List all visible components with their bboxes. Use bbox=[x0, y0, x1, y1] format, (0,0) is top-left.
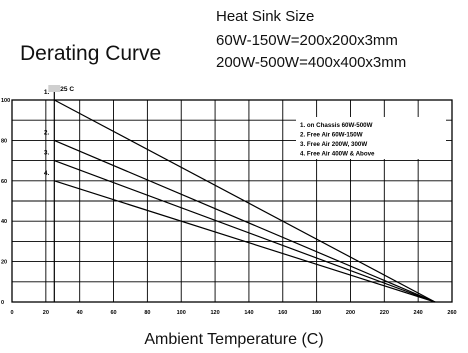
x-tick-label: 260 bbox=[447, 310, 456, 316]
x-tick-label: 100 bbox=[177, 310, 186, 316]
legend-entry-1: 1. on Chassis 60W-500W bbox=[300, 122, 373, 129]
series-line-4 bbox=[54, 180, 436, 303]
series-marker-2: 2. bbox=[44, 129, 50, 136]
x-tick-label: 240 bbox=[414, 310, 423, 316]
x-tick-label: 180 bbox=[312, 310, 321, 316]
legend-box bbox=[296, 117, 446, 159]
y-tick-labels: 0 20 40 60 80 100 bbox=[1, 98, 10, 306]
x-tick-label: 220 bbox=[380, 310, 389, 316]
y-tick-label: 40 bbox=[1, 219, 7, 225]
heat-sink-spec-2: 200W-500W=400x400x3mm bbox=[216, 54, 407, 71]
series-line-1 bbox=[54, 99, 436, 303]
legend-entry-4: 4. Free Air 400W & Above bbox=[300, 151, 375, 158]
reference-label: 25 C bbox=[60, 86, 74, 93]
x-tick-label: 60 bbox=[110, 310, 116, 316]
y-tick-label: 100 bbox=[1, 98, 10, 104]
series-group: 1. 2. 3. 4. bbox=[44, 89, 436, 303]
chart-title: Derating Curve bbox=[20, 42, 162, 65]
x-tick-label: 20 bbox=[43, 310, 49, 316]
series-line-3 bbox=[54, 160, 436, 303]
reference-group: 25 C bbox=[48, 85, 74, 302]
x-axis-label: Ambient Temperature (C) bbox=[144, 331, 324, 348]
legend: 1. on Chassis 60W-500W 2. Free Air 60W-15… bbox=[296, 117, 446, 159]
x-tick-label: 0 bbox=[10, 310, 13, 316]
series-marker-4: 4. bbox=[44, 170, 50, 177]
x-tick-label: 40 bbox=[77, 310, 83, 316]
heat-sink-heading: Heat Sink Size bbox=[216, 8, 315, 25]
x-tick-label: 80 bbox=[144, 310, 150, 316]
legend-entry-2: 2. Free Air 60W-150W bbox=[300, 132, 363, 139]
series-line-2 bbox=[54, 139, 436, 303]
series-marker-3: 3. bbox=[44, 150, 50, 157]
legend-entry-3: 3. Free Air 200W, 300W bbox=[300, 141, 367, 148]
y-tick-label: 60 bbox=[1, 179, 7, 185]
reference-marker bbox=[48, 85, 61, 92]
x-tick-label: 200 bbox=[346, 310, 355, 316]
x-tick-label: 140 bbox=[244, 310, 253, 316]
y-tick-label: 0 bbox=[1, 300, 4, 306]
heat-sink-spec-1: 60W-150W=200x200x3mm bbox=[216, 32, 398, 49]
x-tick-labels: 0 20 40 60 80 100 120 140 160 180 200 220 240 260 bbox=[10, 310, 456, 316]
series-marker-1: 1. bbox=[44, 89, 50, 96]
y-tick-label: 20 bbox=[1, 260, 7, 266]
x-tick-label: 120 bbox=[210, 310, 219, 316]
y-tick-label: 80 bbox=[1, 138, 7, 144]
x-tick-label: 160 bbox=[278, 310, 287, 316]
